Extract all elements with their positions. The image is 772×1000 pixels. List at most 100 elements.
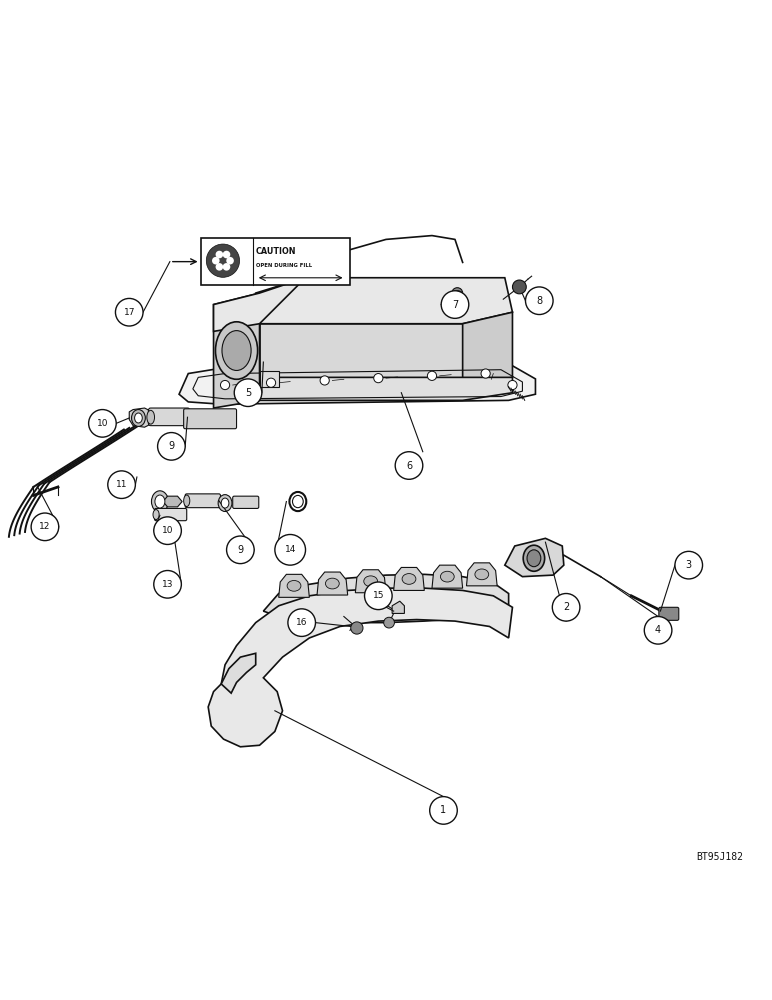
Circle shape [288,609,316,636]
Text: 6: 6 [406,461,412,471]
Circle shape [508,380,517,390]
Polygon shape [214,293,259,408]
Circle shape [226,536,254,564]
Text: 14: 14 [285,545,296,554]
Polygon shape [263,574,509,623]
Ellipse shape [527,550,541,567]
Polygon shape [432,565,462,588]
Circle shape [222,263,230,271]
Ellipse shape [147,410,154,424]
Text: 7: 7 [452,300,458,310]
Polygon shape [179,364,536,404]
Circle shape [526,287,553,315]
Polygon shape [129,408,152,427]
Polygon shape [214,278,306,331]
Text: CAUTION: CAUTION [256,247,296,256]
Polygon shape [505,538,564,577]
Text: 16: 16 [296,618,307,627]
Polygon shape [392,601,405,613]
Ellipse shape [440,571,454,582]
Text: 17: 17 [124,308,135,317]
Ellipse shape [134,413,142,423]
Polygon shape [394,567,425,590]
Circle shape [364,582,392,610]
Circle shape [154,571,181,598]
Ellipse shape [184,495,190,507]
Circle shape [645,616,672,644]
Circle shape [275,534,306,565]
Circle shape [215,263,223,271]
Text: 15: 15 [373,591,384,600]
Polygon shape [208,588,513,747]
Ellipse shape [222,498,229,508]
Ellipse shape [287,580,301,591]
FancyBboxPatch shape [148,408,190,426]
Circle shape [116,298,143,326]
Circle shape [552,594,580,621]
FancyBboxPatch shape [184,409,236,429]
Ellipse shape [153,510,159,520]
Circle shape [384,617,394,628]
Ellipse shape [452,291,462,298]
Circle shape [452,288,462,298]
Circle shape [157,433,185,460]
Circle shape [206,244,239,277]
Polygon shape [259,371,279,387]
FancyBboxPatch shape [185,494,221,508]
Polygon shape [355,570,386,593]
Ellipse shape [326,578,339,589]
Polygon shape [462,312,513,385]
FancyBboxPatch shape [232,496,259,508]
Polygon shape [259,324,462,385]
Circle shape [212,257,219,264]
Circle shape [31,513,59,541]
Polygon shape [163,496,182,507]
Circle shape [441,291,469,318]
Ellipse shape [155,495,165,508]
Circle shape [428,371,437,380]
Circle shape [226,257,234,264]
Ellipse shape [218,495,232,511]
Circle shape [675,551,703,579]
Circle shape [481,369,490,378]
Ellipse shape [364,576,378,587]
Text: 1: 1 [440,805,446,815]
Circle shape [221,380,229,390]
Ellipse shape [215,322,258,379]
Text: 11: 11 [116,480,127,489]
Circle shape [513,280,527,294]
Text: 9: 9 [237,545,243,555]
Circle shape [395,452,423,479]
Circle shape [350,622,363,634]
Polygon shape [218,377,513,400]
Ellipse shape [131,410,145,426]
Text: 4: 4 [655,625,661,635]
Text: OPEN DURING FILL: OPEN DURING FILL [256,263,312,268]
Polygon shape [317,572,347,595]
Polygon shape [222,653,256,693]
Polygon shape [279,574,310,597]
Ellipse shape [222,331,251,370]
Polygon shape [256,278,513,324]
Ellipse shape [402,574,416,584]
Polygon shape [466,563,497,586]
Text: 2: 2 [563,602,569,612]
FancyBboxPatch shape [201,238,350,285]
Text: BT95J182: BT95J182 [696,852,743,862]
Circle shape [234,379,262,406]
Ellipse shape [151,491,168,512]
FancyBboxPatch shape [154,508,187,521]
Circle shape [108,471,135,498]
Circle shape [320,376,330,385]
Ellipse shape [475,569,489,580]
Circle shape [430,797,457,824]
Circle shape [154,517,181,544]
Text: 3: 3 [686,560,692,570]
Text: 8: 8 [537,296,543,306]
Text: 10: 10 [96,419,108,428]
Text: 9: 9 [168,441,174,451]
Circle shape [89,410,117,437]
Circle shape [266,378,276,387]
Circle shape [215,251,223,258]
Circle shape [222,251,230,258]
